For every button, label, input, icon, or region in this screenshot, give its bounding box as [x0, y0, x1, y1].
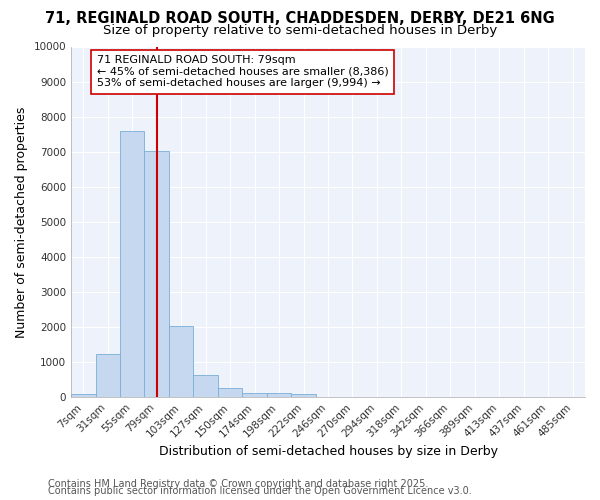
- Bar: [292, 394, 316, 397]
- Bar: [145, 151, 169, 397]
- Text: 71 REGINALD ROAD SOUTH: 79sqm
← 45% of semi-detached houses are smaller (8,386)
: 71 REGINALD ROAD SOUTH: 79sqm ← 45% of s…: [97, 56, 388, 88]
- Bar: [71, 394, 95, 397]
- Bar: [120, 130, 145, 397]
- Bar: [193, 376, 218, 397]
- Bar: [242, 393, 267, 397]
- Bar: [218, 388, 242, 397]
- X-axis label: Distribution of semi-detached houses by size in Derby: Distribution of semi-detached houses by …: [158, 444, 497, 458]
- Text: Size of property relative to semi-detached houses in Derby: Size of property relative to semi-detach…: [103, 24, 497, 37]
- Text: 71, REGINALD ROAD SOUTH, CHADDESDEN, DERBY, DE21 6NG: 71, REGINALD ROAD SOUTH, CHADDESDEN, DER…: [45, 11, 555, 26]
- Text: Contains HM Land Registry data © Crown copyright and database right 2025.: Contains HM Land Registry data © Crown c…: [48, 479, 428, 489]
- Bar: [169, 326, 193, 397]
- Text: Contains public sector information licensed under the Open Government Licence v3: Contains public sector information licen…: [48, 486, 472, 496]
- Y-axis label: Number of semi-detached properties: Number of semi-detached properties: [15, 106, 28, 338]
- Bar: [267, 394, 292, 397]
- Bar: [95, 354, 120, 397]
